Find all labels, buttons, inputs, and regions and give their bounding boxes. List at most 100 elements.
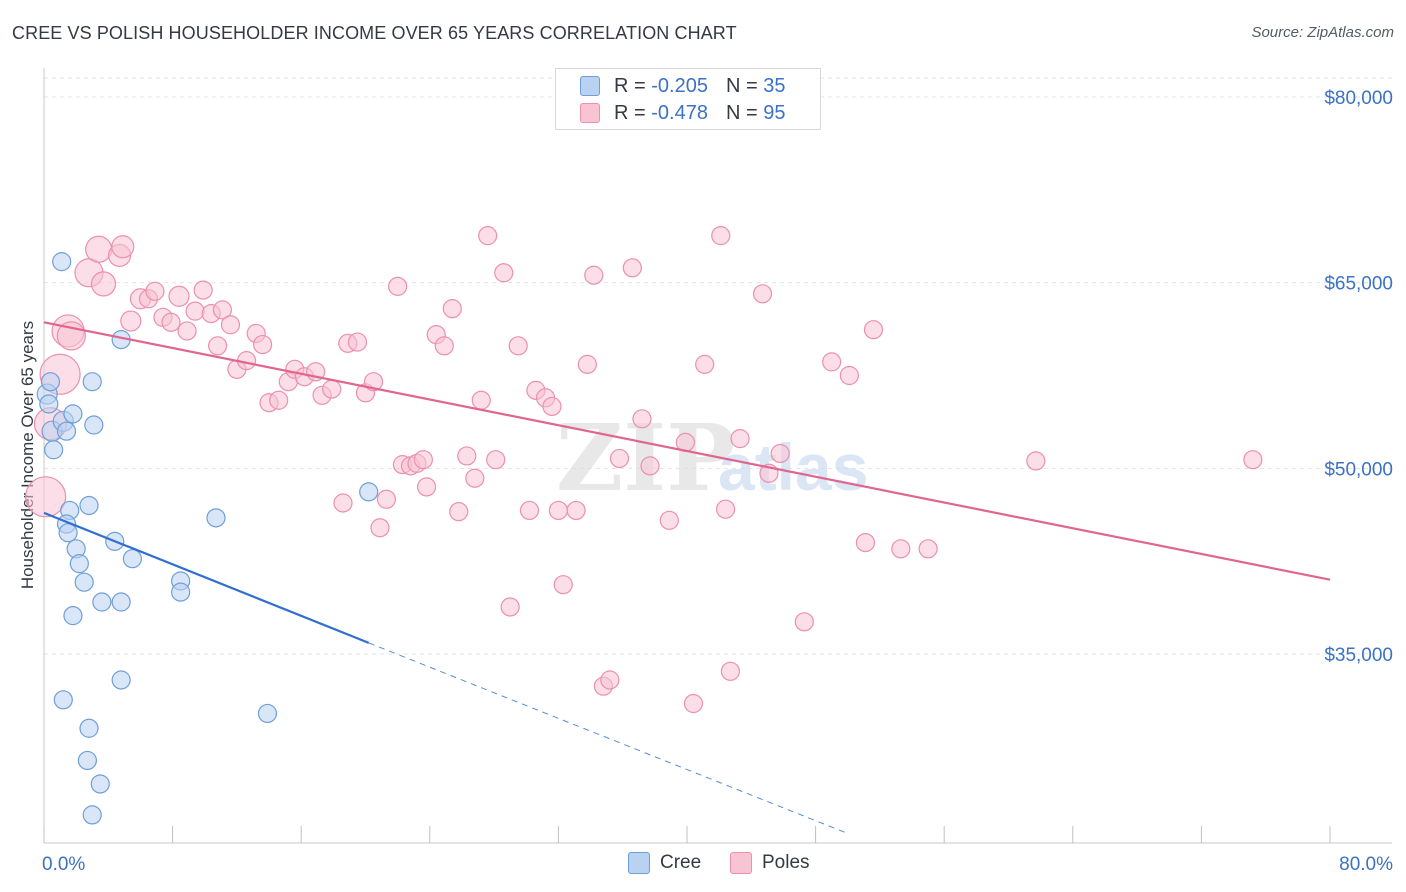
bottom-legend-label-cree: Cree [660, 852, 702, 873]
y-tick-label: $50,000 [1324, 459, 1393, 480]
poles-point [25, 476, 67, 518]
poles-point [730, 429, 750, 449]
bottom-legend-swatch-poles [730, 852, 752, 874]
poles-point [212, 300, 233, 320]
poles-point [333, 493, 353, 513]
cree-point [122, 549, 143, 569]
poles-point [413, 450, 433, 470]
cree-point [63, 404, 83, 424]
cree-point [111, 592, 131, 612]
cree-points [36, 252, 379, 825]
poles-point [863, 320, 884, 340]
poles-point [752, 284, 773, 304]
poles-point [347, 332, 368, 352]
tick-labels: $35,000 $50,000 $65,000 $80,000 0.0% 80.0% [42, 88, 1393, 875]
poles-point [855, 532, 876, 553]
poles-point [632, 409, 652, 429]
x-tick-label-max: 80.0% [1339, 854, 1393, 875]
poles-point [85, 235, 113, 263]
cree-point [77, 750, 98, 771]
y-tick-label: $35,000 [1324, 645, 1393, 666]
poles-point [486, 450, 506, 470]
poles-point [376, 489, 396, 509]
cree-point [111, 670, 131, 690]
correlation-legend: R = -0.205 N = 35 R = -0.478 N = 95 [555, 68, 821, 130]
poles-point [442, 299, 462, 319]
poles-point [715, 499, 736, 519]
legend-n-label: N = [725, 74, 758, 97]
legend-swatch-cree [580, 76, 600, 96]
poles-point [622, 258, 642, 278]
poles-point [111, 235, 135, 259]
poles-points [25, 226, 1263, 714]
poles-point [659, 510, 679, 530]
y-tick-label: $80,000 [1324, 88, 1393, 109]
poles-point [434, 336, 454, 356]
poles-point [720, 661, 741, 681]
cree-point [39, 394, 59, 414]
poles-point [584, 265, 604, 285]
cree-point [74, 572, 94, 592]
poles-point [839, 365, 859, 386]
trend-lines [43, 321, 1331, 834]
poles-point [471, 390, 491, 410]
axes [43, 68, 1392, 844]
poles-point [370, 518, 390, 538]
poles-point [822, 352, 842, 372]
cree-point [82, 805, 102, 825]
poles-point [577, 354, 597, 374]
poles-point [145, 281, 165, 301]
poles-point [168, 285, 190, 307]
bottom-legend-swatch-cree [628, 852, 650, 874]
poles-point [500, 597, 520, 617]
cree-point [53, 690, 73, 710]
cree-point [84, 415, 104, 435]
poles-point [388, 276, 408, 296]
watermark: ZIP atlas [556, 404, 868, 512]
poles-point [683, 693, 704, 714]
cree-point [92, 592, 112, 612]
poles-point [416, 477, 437, 497]
cree-point [58, 523, 78, 543]
poles-point [161, 312, 181, 332]
cree-trend-line [43, 511, 370, 644]
cree-point [40, 372, 61, 392]
poles-point [120, 310, 142, 332]
poles-point [918, 539, 938, 559]
poles-point [465, 468, 485, 488]
poles-point [1243, 450, 1263, 470]
cree-trend-extension [368, 642, 848, 834]
poles-point [711, 226, 731, 246]
cree-point [79, 718, 99, 738]
cree-point [257, 703, 278, 724]
bottom-legend-cree: Cree [628, 852, 701, 874]
poles-point [519, 500, 540, 521]
poles-point [1026, 451, 1046, 471]
chart-title: CREE VS POLISH HOUSEHOLDER INCOME OVER 6… [12, 23, 737, 43]
poles-point [770, 443, 790, 464]
cree-point [90, 774, 110, 794]
legend-r-value: -0.478 [651, 101, 708, 124]
cree-point [171, 582, 191, 602]
poles-point [640, 456, 660, 476]
legend-row-cree: R = -0.205 N = 35 [580, 73, 785, 99]
poles-point [457, 446, 477, 466]
poles-point [553, 575, 573, 595]
legend-row-poles: R = -0.478 N = 95 [580, 100, 785, 126]
poles-point [90, 271, 117, 297]
y-tick-label: $65,000 [1324, 274, 1393, 295]
poles-point [695, 354, 715, 374]
legend-n-value: 35 [763, 74, 786, 97]
cree-point [56, 421, 77, 441]
poles-point [449, 502, 469, 522]
poles-point [478, 226, 498, 246]
poles-point [220, 315, 241, 335]
poles-point [494, 263, 514, 283]
legend-swatch-poles [580, 103, 600, 123]
poles-point [891, 539, 911, 559]
poles-point [177, 321, 197, 341]
legend-r-label: R = [614, 74, 646, 97]
cree-point [79, 495, 99, 516]
bottom-legend-poles: Poles [730, 852, 810, 874]
